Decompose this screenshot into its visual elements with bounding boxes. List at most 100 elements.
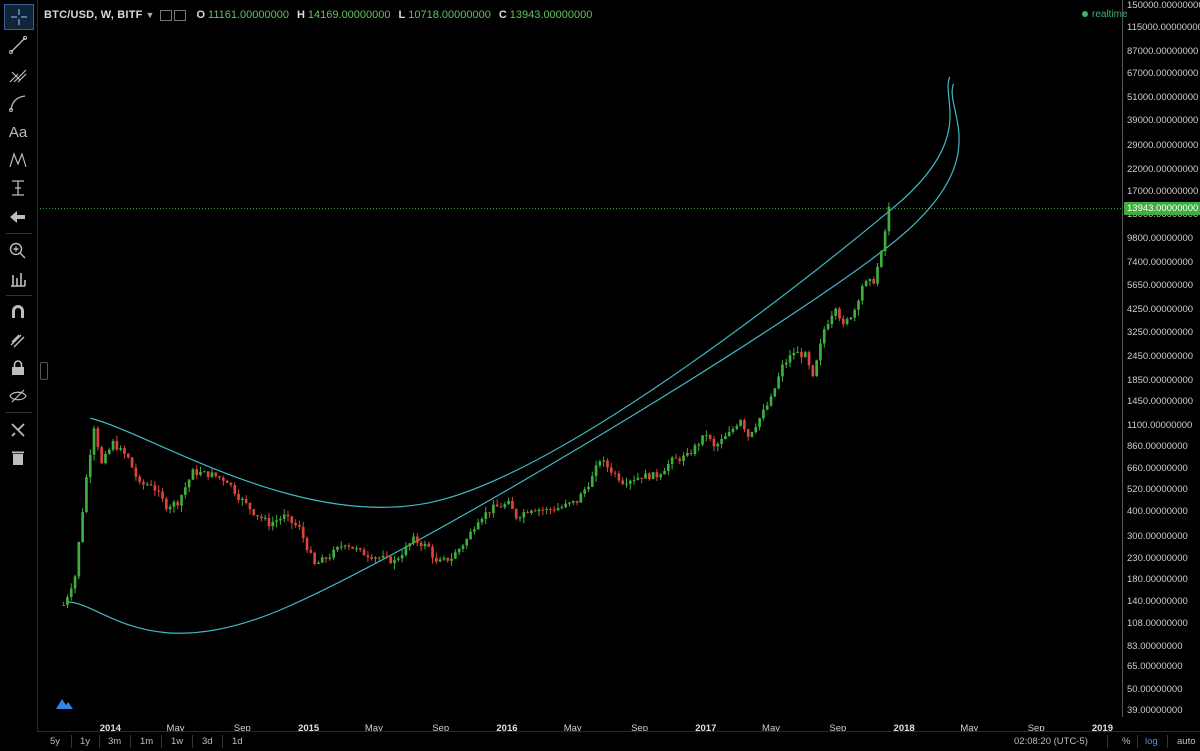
candle-body: [442, 557, 446, 560]
y-tick-label: 1850.00000000: [1127, 375, 1194, 387]
candle-body: [427, 543, 431, 547]
candle-body: [606, 460, 609, 468]
curve-brush-icon[interactable]: [4, 91, 32, 115]
range-1d-button[interactable]: 1d: [232, 736, 243, 747]
percent-scale-button[interactable]: %: [1122, 736, 1131, 747]
divider: [1137, 735, 1138, 748]
candle-body: [693, 445, 697, 454]
range-1y-button[interactable]: 1y: [80, 736, 91, 747]
candle-body: [480, 518, 484, 523]
y-tick-label: 51000.00000000: [1127, 91, 1199, 103]
candle-body: [476, 522, 480, 530]
hide-drawings-icon[interactable]: [4, 384, 32, 408]
x-tick-label: Sep: [829, 723, 847, 734]
trend-line-icon[interactable]: [4, 33, 32, 57]
lock-icon[interactable]: [4, 356, 32, 380]
divider: [192, 735, 193, 748]
magnet-icon[interactable]: [4, 300, 32, 324]
symbol-title[interactable]: BTC/USD, W, BITF: [44, 9, 143, 21]
y-tick-label: 140.00000000: [1127, 595, 1188, 607]
crosshair-icon[interactable]: [4, 4, 34, 30]
range-3d-button[interactable]: 3d: [202, 736, 213, 747]
auto-scale-button[interactable]: auto: [1177, 736, 1196, 747]
candle-body: [750, 432, 754, 437]
candle-body: [347, 545, 351, 547]
close-icon[interactable]: [174, 9, 187, 21]
candle-body: [130, 457, 134, 468]
candle-body: [514, 509, 518, 519]
candle-body: [617, 473, 621, 481]
candle-body: [69, 588, 73, 598]
candle-body: [423, 543, 427, 547]
candle-body: [499, 506, 503, 508]
candle-body: [537, 509, 541, 512]
trash-icon[interactable]: [4, 446, 32, 470]
candle-body: [803, 352, 807, 358]
x-tick-label: May: [762, 723, 780, 734]
y-tick-label: 83.00000000: [1127, 640, 1183, 652]
price-axis: [1122, 0, 1123, 717]
text-icon[interactable]: Aa: [4, 120, 32, 144]
candle-body: [256, 515, 259, 517]
candle-body: [864, 281, 868, 287]
settings-icon[interactable]: [160, 9, 173, 21]
range-1w-button[interactable]: 1w: [171, 736, 184, 747]
candle-body: [807, 352, 811, 366]
candle-body: [206, 471, 210, 478]
candle-body: [579, 493, 583, 503]
tools-icon[interactable]: [4, 418, 32, 442]
candle-body: [765, 405, 769, 410]
y-tick-label: 39000.00000000: [1127, 114, 1199, 126]
candle-body: [301, 526, 305, 539]
candle-body: [164, 498, 168, 510]
candle-body: [317, 562, 320, 565]
realtime-indicator: realtime: [1082, 9, 1128, 20]
y-tick-label: 67000.00000000: [1127, 68, 1199, 80]
candle-body: [290, 516, 294, 523]
candle-body: [199, 471, 202, 475]
candle-body: [792, 352, 796, 356]
log-scale-button[interactable]: log: [1145, 736, 1158, 747]
low-value: 10718.00000000: [408, 9, 491, 21]
chevron-down-icon[interactable]: ▼: [145, 10, 155, 20]
range-1m-button[interactable]: 1m: [140, 736, 154, 747]
candle-body: [887, 206, 891, 232]
range-5y-button[interactable]: 5y: [50, 736, 61, 747]
candle-body: [739, 420, 742, 426]
pattern-icon[interactable]: [4, 148, 32, 172]
zoom-in-icon[interactable]: [4, 239, 32, 263]
candle-body: [587, 486, 590, 490]
stay-in-drawing-icon[interactable]: [4, 328, 32, 352]
candle-body: [609, 467, 613, 473]
x-tick-label: 2016: [496, 723, 518, 734]
y-tick-label: 50.00000000: [1127, 683, 1183, 695]
candle-body: [621, 480, 625, 484]
candle-body: [571, 500, 575, 503]
candle-body: [762, 409, 765, 419]
candle-body: [530, 510, 533, 513]
candle-body: [811, 365, 815, 377]
y-tick-label: 4250.00000000: [1127, 304, 1194, 316]
candle-body: [743, 420, 746, 430]
candle-body: [872, 278, 876, 284]
candle-body: [393, 559, 396, 564]
y-tick-label: 7400.00000000: [1127, 256, 1194, 268]
divider: [222, 735, 223, 748]
toolbar-collapse-handle[interactable]: [40, 362, 48, 380]
range-3m-button[interactable]: 3m: [108, 736, 122, 747]
candle-body: [92, 428, 96, 455]
candle-body: [104, 453, 107, 464]
candle-body: [229, 482, 233, 485]
y-tick-label: 9800.00000000: [1127, 232, 1194, 244]
measure-icon[interactable]: [4, 176, 32, 200]
candle-body: [377, 557, 381, 559]
tick-ruler-icon[interactable]: [4, 267, 32, 291]
candle-body: [777, 376, 780, 389]
candle-body: [754, 426, 758, 433]
pitchfork-icon[interactable]: [4, 62, 32, 86]
arrow-left-icon[interactable]: [4, 205, 32, 229]
y-tick-label: 520.00000000: [1127, 483, 1188, 495]
candle-body: [233, 484, 237, 494]
candle-body: [313, 552, 316, 565]
